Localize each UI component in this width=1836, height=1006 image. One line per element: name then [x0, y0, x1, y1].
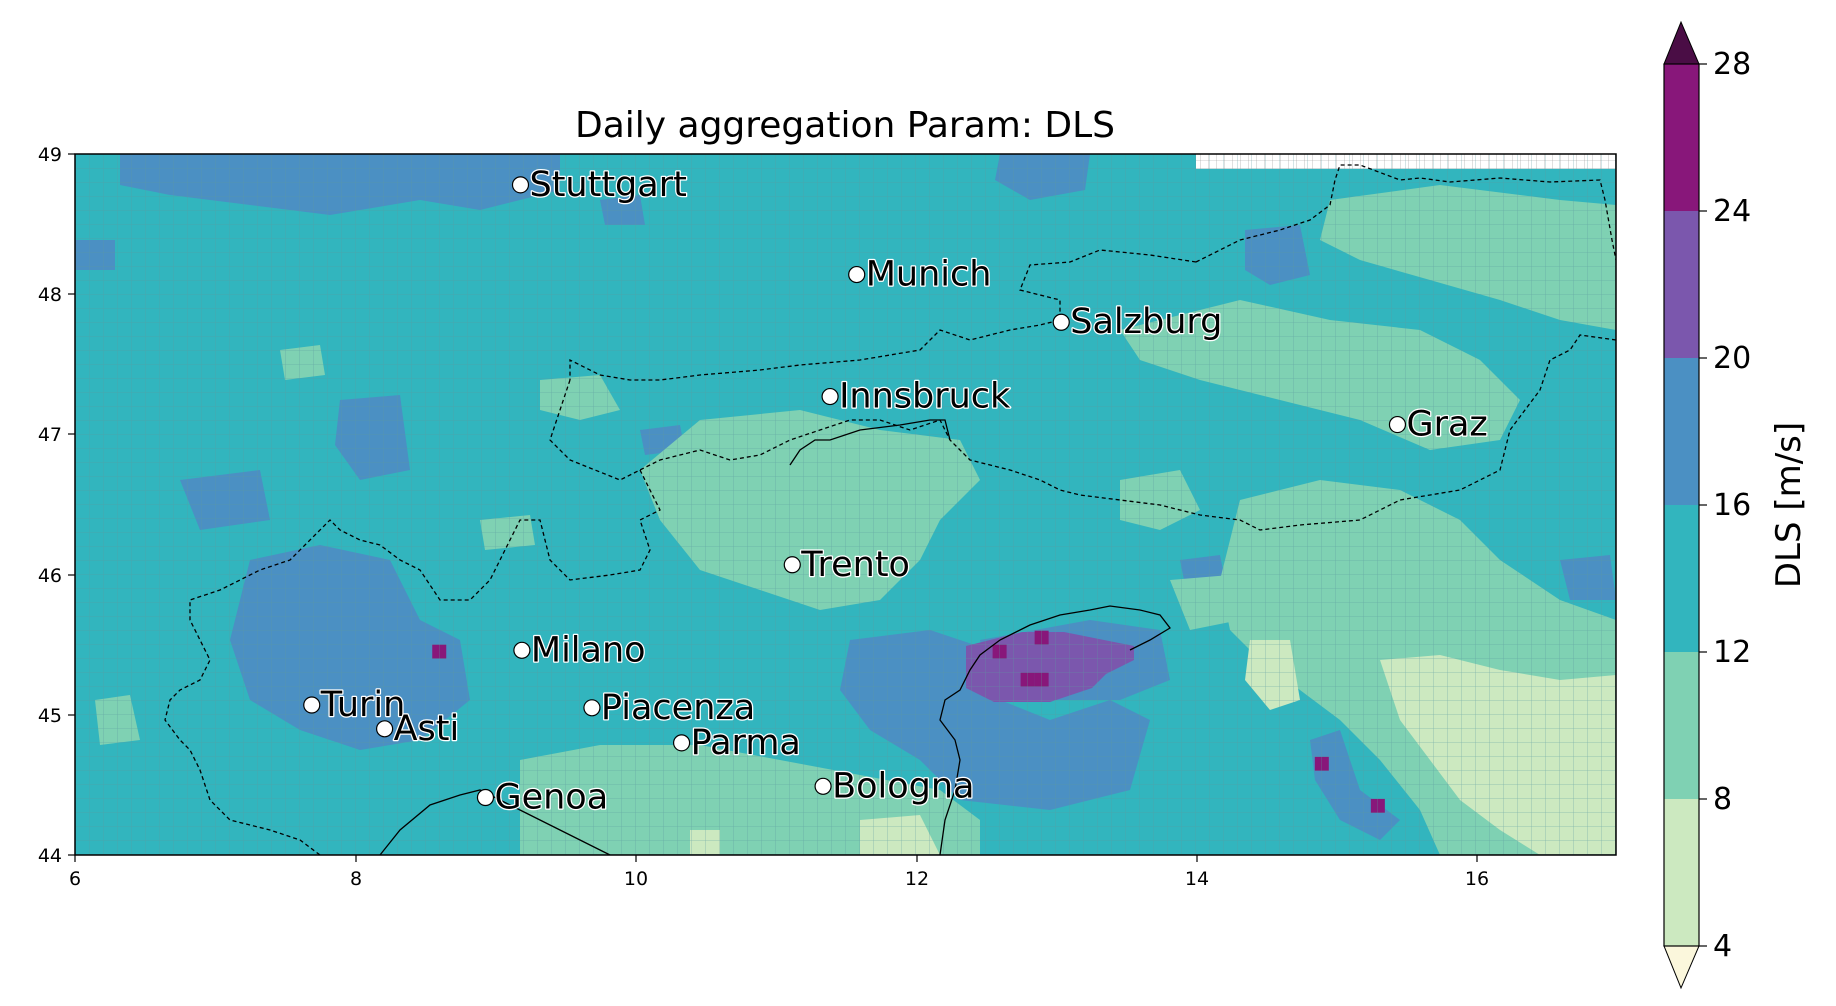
city-marker — [303, 696, 321, 714]
colorbar-over-arrow — [1663, 20, 1700, 65]
y-tick-label: 45 — [38, 705, 62, 727]
city-marker — [513, 641, 531, 659]
y-tick-label: 47 — [38, 424, 62, 446]
colorbar: 4 8 12 16 20 24 28 DLS [m/s] — [1663, 20, 1809, 990]
colorbar-tick-label: 20 — [1713, 341, 1751, 376]
city-label: Turin — [320, 685, 406, 725]
city-label: Munich — [866, 255, 992, 295]
city-turin: Turin — [303, 684, 407, 726]
y-tick-label: 46 — [38, 565, 62, 587]
city-markers: Stuttgart Munich Salzburg Innsbruck Graz Tren… — [303, 164, 1489, 819]
city-munich: Munich — [848, 253, 993, 296]
city-graz: Graz — [1388, 403, 1489, 446]
colorbar-tick-label: 12 — [1713, 635, 1751, 670]
y-axis: 44 45 46 47 48 49 — [38, 144, 75, 867]
city-parma: Parma — [672, 722, 802, 764]
y-tick-label: 48 — [38, 284, 62, 306]
colorbar-tick-label: 24 — [1713, 194, 1751, 229]
city-marker — [814, 777, 832, 795]
x-tick-label: 16 — [1465, 868, 1489, 890]
x-tick-label: 12 — [905, 868, 929, 890]
city-marker — [476, 788, 495, 807]
x-tick-label: 8 — [350, 868, 362, 890]
y-tick-label: 49 — [38, 144, 62, 166]
colorbar-under-arrow — [1663, 945, 1700, 990]
city-label: Stuttgart — [529, 165, 686, 205]
city-label: Salzburg — [1070, 302, 1222, 342]
city-label: Bologna — [832, 766, 974, 806]
x-tick-label: 10 — [624, 868, 648, 890]
city-trento: Trento — [783, 544, 911, 586]
map-frame — [74, 153, 1617, 856]
city-marker — [672, 734, 691, 752]
country-borders — [164, 164, 1616, 855]
colorbar-title: DLS [m/s] — [1769, 422, 1809, 588]
colorbar-tick-label: 16 — [1713, 488, 1751, 523]
city-piacenza: Piacenza — [583, 687, 756, 729]
city-genoa: Genoa — [476, 776, 609, 819]
city-innsbruck: Innsbruck — [821, 375, 1012, 418]
city-marker — [848, 265, 866, 284]
city-salzburg: Salzburg — [1052, 301, 1224, 343]
city-marker — [1052, 313, 1070, 331]
city-milano: Milano — [513, 629, 647, 672]
city-label: Piacenza — [601, 688, 755, 728]
city-label: Parma — [691, 723, 801, 763]
city-label: Innsbruck — [839, 377, 1011, 417]
city-label: Asti — [394, 709, 460, 749]
x-tick-label: 6 — [69, 868, 81, 890]
map-title: Daily aggregation Param: DLS — [575, 105, 1115, 146]
city-marker — [783, 556, 801, 574]
city-marker — [583, 699, 601, 717]
x-tick-label: 14 — [1185, 868, 1209, 890]
city-bologna: Bologna — [814, 765, 976, 808]
colorbar-tick-label: 4 — [1713, 929, 1732, 964]
colorbar-band — [1664, 358, 1699, 505]
city-label: Trento — [800, 545, 910, 585]
city-label: Genoa — [494, 778, 608, 818]
y-tick-label: 44 — [38, 845, 62, 867]
colorbar-tick-label: 28 — [1713, 47, 1751, 82]
city-marker — [1388, 415, 1407, 434]
colorbar-tick-label: 8 — [1713, 782, 1732, 817]
colorbar-band — [1664, 799, 1699, 946]
city-marker — [821, 387, 839, 406]
city-label: Graz — [1406, 405, 1487, 445]
colorbar-band — [1664, 652, 1699, 799]
city-asti: Asti — [376, 708, 460, 750]
grid-lines — [75, 154, 1616, 855]
colorbar-band — [1664, 505, 1699, 652]
city-marker — [376, 720, 394, 738]
colorbar-band — [1664, 211, 1699, 358]
city-stuttgart: Stuttgart — [511, 164, 688, 206]
city-label: Milano — [531, 630, 646, 670]
x-axis: 6 8 10 12 14 16 — [69, 855, 1489, 890]
colorbar-band — [1664, 64, 1699, 211]
city-marker — [511, 176, 530, 194]
map-plot-area — [75, 154, 1616, 855]
